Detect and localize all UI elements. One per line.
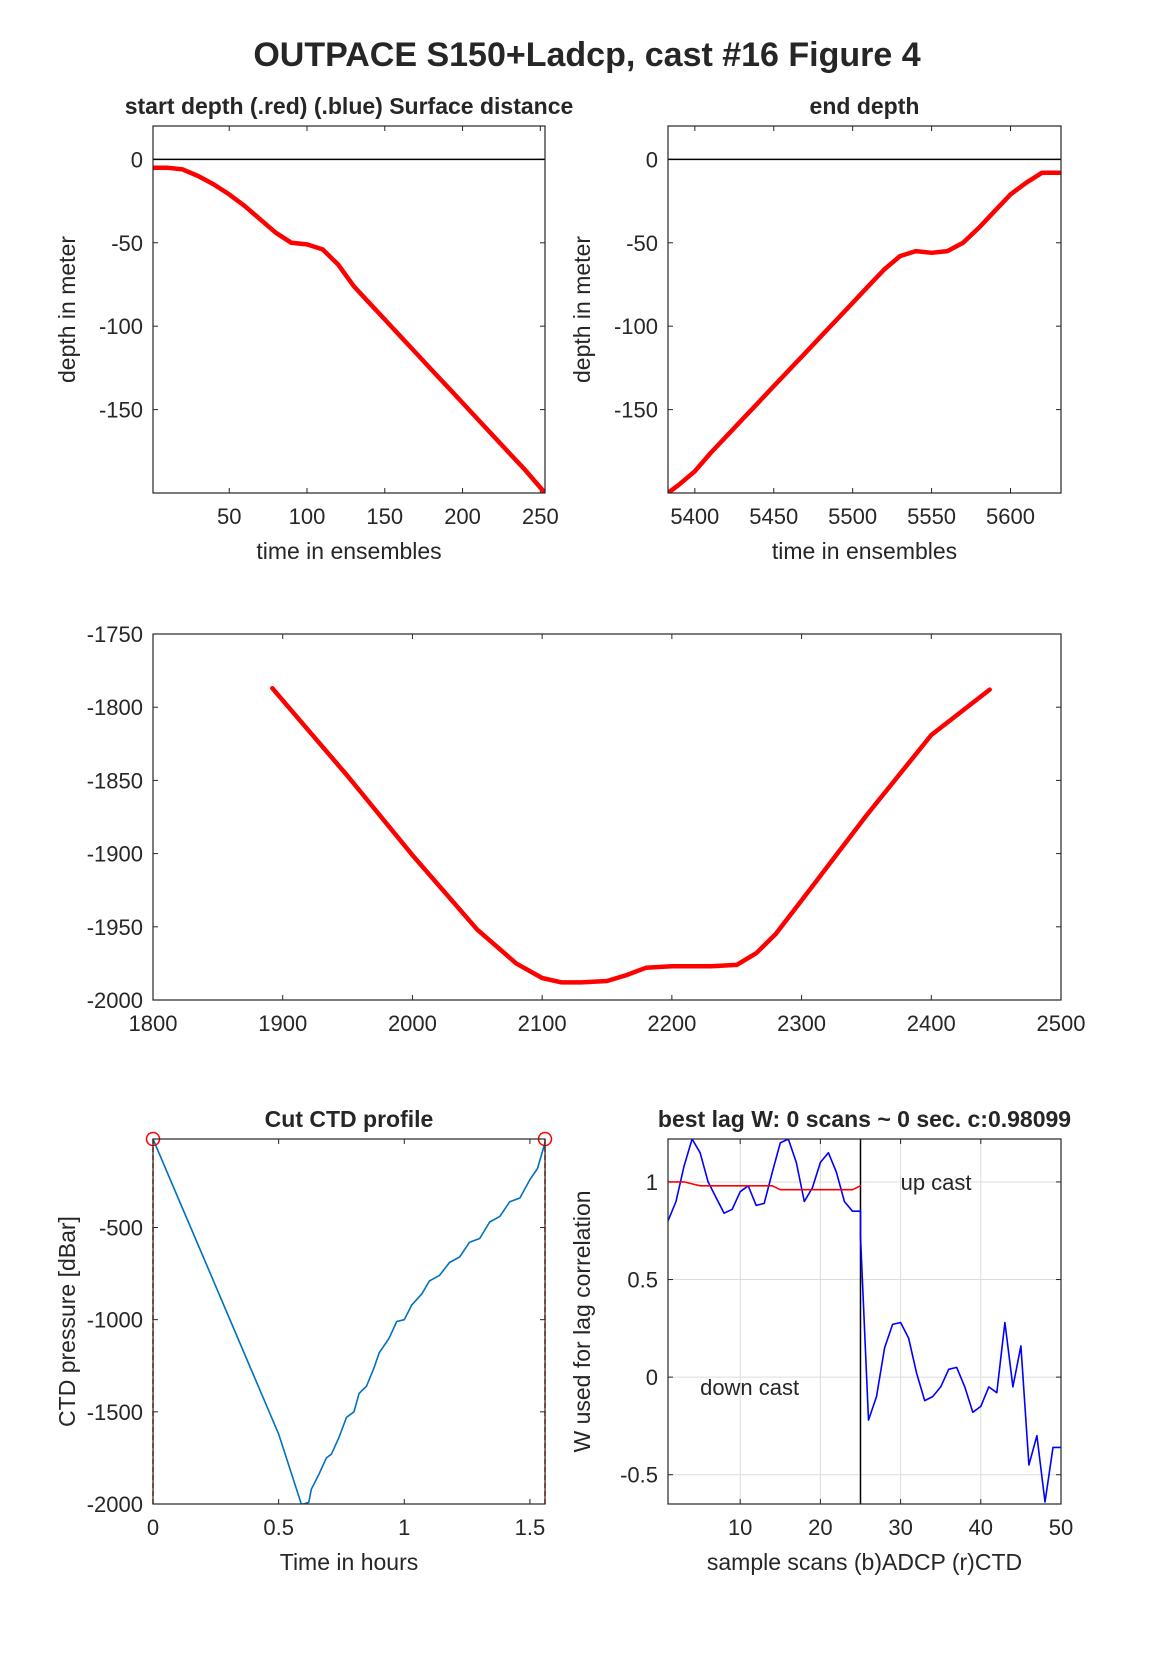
y-tick-label: -2000 bbox=[87, 988, 143, 1013]
chart-start: 50 100 150 200 250 0 -50 -100 -150 start depth (.… bbox=[54, 93, 573, 564]
x-tick-label: 5550 bbox=[907, 504, 956, 529]
y-tick-label: -1750 bbox=[87, 622, 143, 647]
x-tick-label: 10 bbox=[728, 1515, 752, 1540]
plot-area bbox=[153, 634, 1061, 1000]
y-tick-label: -2000 bbox=[87, 1492, 143, 1517]
x-tick-label: 20 bbox=[808, 1515, 832, 1540]
y-tick-label: 0 bbox=[646, 1365, 658, 1390]
x-tick-label: 5600 bbox=[986, 504, 1035, 529]
axes-frame bbox=[152, 633, 1062, 1001]
series-line-0 bbox=[153, 1139, 545, 1504]
x-tick-label: 1800 bbox=[129, 1011, 178, 1036]
y-tick-label: -1850 bbox=[87, 768, 143, 793]
series-group bbox=[668, 1139, 1061, 1503]
series-line-rctd bbox=[668, 1181, 862, 1191]
x-tick-label: 100 bbox=[289, 504, 326, 529]
series-group bbox=[668, 170, 1061, 493]
x-tick-label: 2200 bbox=[647, 1011, 696, 1036]
x-tick-label: 200 bbox=[444, 504, 481, 529]
axes-frame bbox=[152, 1138, 546, 1505]
chart-ctd: 0 0.5 1 1.5 -500 -1000 -1500 -2000 Cut CTD profi… bbox=[54, 1106, 553, 1575]
y-tick-label: 0 bbox=[646, 147, 658, 172]
x-tick-label: 2100 bbox=[518, 1011, 567, 1036]
y-tick-label: -100 bbox=[99, 314, 143, 339]
x-tick-label: 5450 bbox=[749, 504, 798, 529]
y-tick-label: -150 bbox=[614, 398, 658, 423]
series-line-0 bbox=[668, 170, 1061, 493]
x-tick-label: 0.5 bbox=[263, 1515, 294, 1540]
series-group bbox=[153, 1139, 545, 1504]
plot-area bbox=[153, 1139, 545, 1504]
x-tick-label: 5400 bbox=[670, 504, 719, 529]
y-axis-label: CTD pressure [dBar] bbox=[54, 1216, 80, 1427]
annotation-label: down cast bbox=[700, 1375, 799, 1400]
chart-title: Cut CTD profile bbox=[265, 1106, 434, 1132]
axes-frame bbox=[152, 125, 546, 494]
y-tick-label: 0 bbox=[131, 147, 143, 172]
x-axis-label: time in ensembles bbox=[256, 538, 441, 564]
series-group bbox=[270, 685, 992, 985]
y-tick-label: -1900 bbox=[87, 842, 143, 867]
y-tick-label: -0.5 bbox=[620, 1463, 658, 1488]
x-axis-label: Time in hours bbox=[280, 1549, 418, 1575]
x-tick-label: 2400 bbox=[907, 1011, 956, 1036]
axes-frame bbox=[667, 1138, 1062, 1505]
axes-frame bbox=[667, 125, 1062, 494]
chart-title: best lag W: 0 scans ~ 0 sec. c:0.98099 bbox=[658, 1106, 1071, 1132]
series-group bbox=[153, 165, 545, 493]
y-tick-label: -50 bbox=[626, 231, 658, 256]
chart-title: end depth bbox=[810, 93, 920, 119]
y-tick-label: -1800 bbox=[87, 695, 143, 720]
x-tick-label: 2000 bbox=[388, 1011, 437, 1036]
x-tick-label: 50 bbox=[1049, 1515, 1073, 1540]
x-tick-label: 40 bbox=[969, 1515, 993, 1540]
y-axis-label: depth in meter bbox=[569, 236, 595, 383]
chart-middle: 1800 1900 2000 2100 2200 2300 2400 2500 -2000 -19… bbox=[87, 622, 1086, 1036]
y-tick-label: -150 bbox=[99, 398, 143, 423]
y-tick-label: -500 bbox=[99, 1215, 143, 1240]
y-tick-label: -50 bbox=[111, 231, 143, 256]
y-axis-label: W used for lag correlation bbox=[569, 1190, 595, 1452]
chart-title: start depth (.red) (.blue) Surface dista… bbox=[125, 93, 574, 119]
x-tick-label: 2300 bbox=[777, 1011, 826, 1036]
x-tick-label: 30 bbox=[888, 1515, 912, 1540]
y-tick-label: -100 bbox=[614, 314, 658, 339]
figure-title: OUTPACE S150+Ladcp, cast #16 Figure 4 bbox=[253, 36, 920, 74]
series-line-badcp bbox=[668, 1139, 1061, 1503]
series-line-0 bbox=[153, 165, 545, 493]
y-tick-label: -1000 bbox=[87, 1308, 143, 1333]
x-tick-label: 1900 bbox=[258, 1011, 307, 1036]
x-tick-label: 0 bbox=[147, 1515, 159, 1540]
x-tick-label: 250 bbox=[522, 504, 559, 529]
y-tick-label: 1 bbox=[646, 1170, 658, 1195]
x-tick-label: 150 bbox=[366, 504, 403, 529]
series-line-0 bbox=[270, 685, 992, 985]
chart-lag: 10 20 30 40 50 1 0.5 0 -0.5 up cast down cast best … bbox=[569, 1106, 1073, 1575]
x-tick-label: 1 bbox=[398, 1515, 410, 1540]
y-tick-label: 0.5 bbox=[627, 1268, 658, 1293]
y-axis-label: depth in meter bbox=[54, 236, 80, 383]
chart-end: 5400 5450 5500 5550 5600 0 -50 -100 -150 end dept… bbox=[569, 93, 1062, 564]
annotation-label: up cast bbox=[901, 1170, 972, 1195]
y-tick-label: -1950 bbox=[87, 915, 143, 940]
x-tick-label: 1.5 bbox=[515, 1515, 546, 1540]
x-tick-label: 2500 bbox=[1037, 1011, 1086, 1036]
x-axis-label: time in ensembles bbox=[772, 538, 957, 564]
y-tick-label: -1500 bbox=[87, 1400, 143, 1425]
x-tick-label: 5500 bbox=[828, 504, 877, 529]
x-axis-label: sample scans (b)ADCP (r)CTD bbox=[707, 1549, 1022, 1575]
x-tick-label: 50 bbox=[217, 504, 241, 529]
